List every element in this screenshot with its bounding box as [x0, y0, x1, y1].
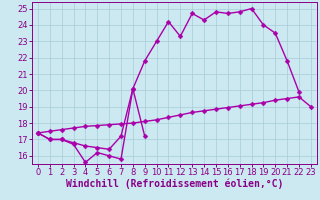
X-axis label: Windchill (Refroidissement éolien,°C): Windchill (Refroidissement éolien,°C): [66, 179, 283, 189]
